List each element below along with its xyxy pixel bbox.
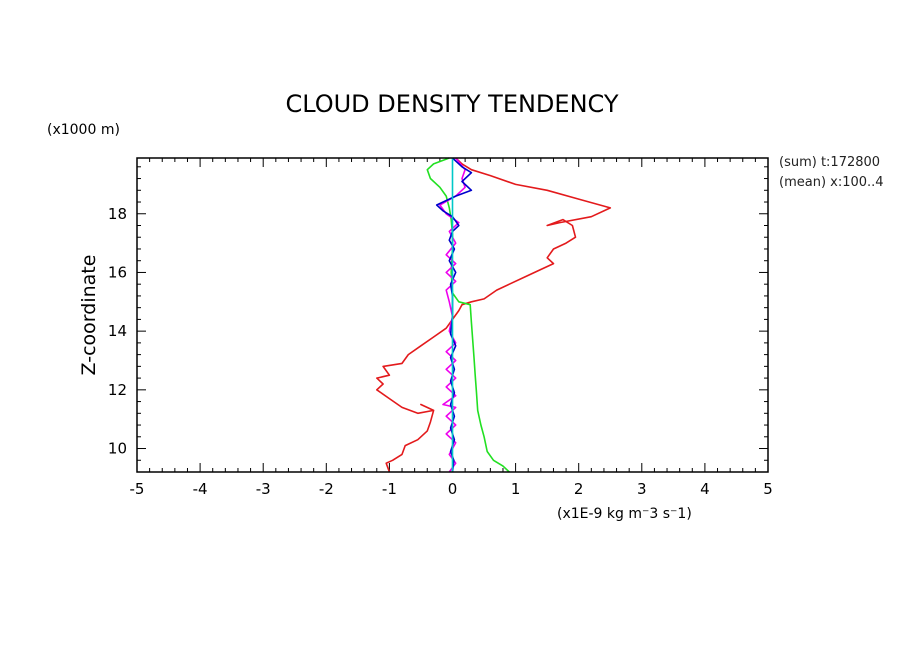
x-tick-label: -4: [193, 480, 208, 498]
series-group: [375, 157, 612, 473]
y-tick-label: 12: [108, 381, 127, 399]
x-tick-label: -3: [256, 480, 271, 498]
x-tick-label: 2: [574, 480, 584, 498]
x-tick-label: 0: [448, 480, 458, 498]
x-tick-label: 1: [511, 480, 521, 498]
series-line-2: [426, 157, 510, 473]
y-axis-unit: (x1000 m): [47, 122, 120, 138]
series-line-4: [435, 157, 473, 473]
y-tick-label: 10: [108, 440, 127, 458]
x-tick-label: 4: [700, 480, 710, 498]
series-line-1: [375, 157, 612, 473]
annotation-mean: (mean) x:100..4: [779, 175, 884, 190]
series-line-3: [439, 157, 466, 473]
y-tick-label: 14: [108, 322, 127, 340]
y-axis-label: Z-coordinate: [78, 255, 100, 376]
x-tick-label: -2: [319, 480, 334, 498]
x-tick-label: -5: [130, 480, 145, 498]
x-tick-label: -1: [382, 480, 397, 498]
annotation-sum: (sum) t:172800: [779, 155, 880, 170]
y-tick-label: 16: [108, 263, 127, 281]
x-tick-label: 5: [763, 480, 773, 498]
x-axis-label: (x1E-9 kg m⁻3 s⁻1): [557, 506, 692, 522]
x-tick-label: 3: [637, 480, 647, 498]
plot-frame: [136, 157, 769, 473]
chart-title: CLOUD DENSITY TENDENCY: [285, 90, 618, 118]
y-tick-label: 18: [108, 205, 127, 223]
